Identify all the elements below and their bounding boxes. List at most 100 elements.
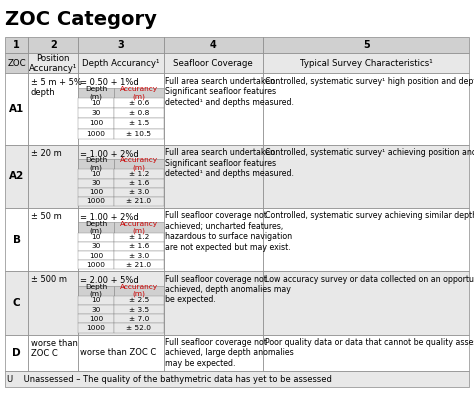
Bar — [28, 335, 78, 371]
Bar — [5, 145, 28, 208]
Bar — [5, 37, 28, 53]
Bar — [78, 335, 164, 371]
Text: Typical Survey Characteristics¹: Typical Survey Characteristics¹ — [300, 59, 433, 68]
Text: ± 1.6: ± 1.6 — [128, 180, 149, 186]
Bar — [5, 208, 28, 271]
Text: ± 21.0: ± 21.0 — [126, 198, 151, 204]
Bar — [28, 37, 78, 53]
Text: ± 20 m: ± 20 m — [31, 149, 62, 158]
Bar — [5, 271, 28, 335]
Text: 30: 30 — [91, 306, 101, 313]
Text: ± 2.5: ± 2.5 — [128, 297, 149, 304]
Text: 100: 100 — [89, 253, 103, 259]
Bar — [78, 169, 114, 179]
Bar — [263, 145, 469, 208]
Bar — [114, 251, 164, 260]
Bar — [78, 305, 114, 314]
Bar — [78, 145, 164, 208]
Bar — [164, 335, 263, 371]
Text: Low accuracy survey or data collected on an opportunity basis such as soundings : Low accuracy survey or data collected on… — [265, 275, 474, 284]
Text: 100: 100 — [89, 189, 103, 195]
Text: Depth
(m): Depth (m) — [85, 221, 107, 234]
Text: 1000: 1000 — [87, 198, 106, 204]
Text: = 2.00 + 5%d: = 2.00 + 5%d — [80, 276, 139, 285]
Bar — [78, 233, 114, 242]
Bar — [78, 118, 114, 129]
Bar — [78, 159, 114, 169]
Text: 30: 30 — [91, 180, 101, 186]
Bar — [263, 53, 469, 73]
Text: Accurancy
(m): Accurancy (m) — [120, 221, 158, 234]
Text: ZOC: ZOC — [7, 59, 26, 68]
Text: C: C — [13, 298, 20, 308]
Text: ± 1.2: ± 1.2 — [128, 171, 149, 177]
Text: = 1.00 + 2%d: = 1.00 + 2%d — [80, 150, 139, 159]
Text: A2: A2 — [9, 171, 24, 182]
Bar — [114, 222, 164, 233]
Bar — [164, 271, 263, 335]
Bar — [114, 242, 164, 251]
Text: Full area search undertaken.
Significant seafloor features
detected¹ and depths : Full area search undertaken. Significant… — [165, 77, 294, 106]
Bar — [114, 197, 164, 206]
Text: = 1.00 + 2%d: = 1.00 + 2%d — [80, 213, 139, 222]
Bar — [263, 73, 469, 145]
Bar — [78, 88, 114, 98]
Bar — [114, 260, 164, 269]
Bar — [114, 179, 164, 188]
Text: Position
Accurancy¹: Position Accurancy¹ — [29, 53, 78, 73]
Bar — [5, 53, 28, 73]
Bar — [114, 188, 164, 197]
Bar — [78, 208, 164, 271]
Text: worse than
ZOC C: worse than ZOC C — [31, 339, 78, 358]
Bar — [78, 222, 114, 233]
Text: 2: 2 — [50, 40, 57, 50]
Bar — [263, 335, 469, 371]
Text: Depth
(m): Depth (m) — [85, 86, 107, 100]
Text: 100: 100 — [89, 316, 103, 322]
Bar — [114, 108, 164, 118]
Text: ± 0.6: ± 0.6 — [128, 100, 149, 106]
Text: 30: 30 — [91, 110, 101, 116]
Text: ± 50 m: ± 50 m — [31, 212, 62, 221]
Text: ± 0.8: ± 0.8 — [128, 110, 149, 116]
Bar — [78, 108, 114, 118]
Bar — [78, 296, 114, 305]
Text: Full seafloor coverage not
achieved, depth anomalies may
be expected.: Full seafloor coverage not achieved, dep… — [165, 275, 292, 304]
Bar — [78, 286, 114, 296]
Bar — [114, 233, 164, 242]
Bar — [28, 53, 78, 73]
Bar — [114, 305, 164, 314]
Bar — [28, 145, 78, 208]
Text: 1000: 1000 — [87, 131, 106, 137]
Text: ± 1.5: ± 1.5 — [128, 120, 149, 126]
Bar — [78, 53, 164, 73]
Bar — [5, 371, 469, 387]
Text: Accurancy
(m): Accurancy (m) — [120, 86, 158, 100]
Text: 30: 30 — [91, 243, 101, 249]
Bar — [164, 37, 263, 53]
Bar — [263, 37, 469, 53]
Text: Depth
(m): Depth (m) — [85, 157, 107, 171]
Text: 10: 10 — [91, 234, 101, 240]
Bar — [78, 251, 114, 260]
Text: ± 52.0: ± 52.0 — [126, 325, 151, 331]
Bar — [78, 260, 114, 269]
Bar — [164, 53, 263, 73]
Text: 100: 100 — [89, 120, 103, 126]
Text: 5: 5 — [363, 40, 370, 50]
Bar — [114, 118, 164, 129]
Text: Full seafloor coverage not
achieved; uncharted features,
hazardous to surface na: Full seafloor coverage not achieved; unc… — [165, 211, 292, 252]
Text: worse than ZOC C: worse than ZOC C — [80, 348, 156, 357]
Bar — [5, 335, 28, 371]
Bar — [114, 88, 164, 98]
Text: ± 1.6: ± 1.6 — [128, 243, 149, 249]
Bar — [78, 179, 114, 188]
Text: ± 3.5: ± 3.5 — [129, 306, 149, 313]
Text: 10: 10 — [91, 100, 101, 106]
Text: Seafloor Coverage: Seafloor Coverage — [173, 59, 253, 68]
Text: 1: 1 — [13, 40, 20, 50]
Text: Controlled, systematic survey¹ achieving position and depth accuracy less than Z: Controlled, systematic survey¹ achieving… — [265, 148, 474, 157]
Text: U    Unassessed – The quality of the bathymetric data has yet to be assessed: U Unassessed – The quality of the bathym… — [7, 375, 332, 384]
Text: 1000: 1000 — [87, 325, 106, 331]
Bar — [28, 271, 78, 335]
